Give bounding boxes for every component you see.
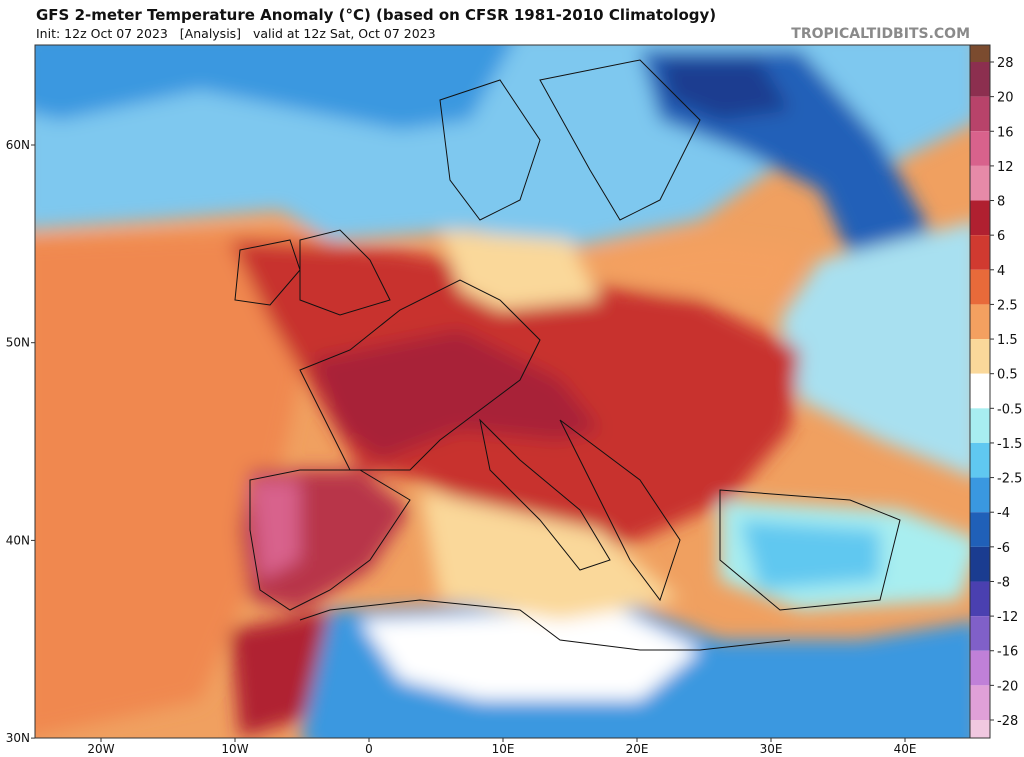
colorbar: 28 20 16 12 8 6 4 2.5 1.5 0.5 -0.5 -1.5 -2.5 -4 -6 -8 -1… [969, 44, 1022, 739]
colorbar-label: -2.5 [997, 472, 1022, 487]
colorbar-segment [970, 96, 990, 132]
colorbar-segment [970, 373, 990, 409]
colorbar-label: 1.5 [997, 333, 1018, 348]
colorbar-segment [970, 581, 990, 617]
colorbar-label: 2.5 [997, 298, 1018, 313]
colorbar-segment [970, 131, 990, 166]
colorbar-segment [970, 62, 990, 97]
watermark: TROPICALTIDBITS.COM [791, 26, 970, 42]
colorbar-label: 28 [997, 56, 1014, 71]
colorbar-segment [970, 442, 990, 478]
lat-labels: 60N 50N 40N 30N [6, 138, 35, 745]
colorbar-label: 4 [997, 264, 1005, 279]
lon-labels: 20W 10W 0 10E 20E 30E 40E [87, 738, 916, 756]
lat-label: 40N [6, 533, 30, 547]
colorbar-segment [970, 512, 990, 547]
colorbar-segment [970, 546, 990, 582]
colorbar-segment [970, 685, 990, 720]
colorbar-segment [970, 408, 990, 443]
colorbar-label: -1.5 [997, 437, 1022, 452]
colorbar-label: 12 [997, 160, 1014, 175]
colorbar-label: -4 [997, 506, 1010, 521]
lat-label: 30N [6, 731, 30, 745]
colorbar-segment [970, 616, 990, 651]
anomaly-field [35, 45, 970, 738]
coastlines [234, 59, 901, 651]
colorbar-label: 6 [997, 229, 1005, 244]
lon-label: 30E [760, 742, 783, 756]
colorbar-segment [970, 720, 990, 738]
colorbar-segment [970, 650, 990, 686]
lon-label: 20W [87, 742, 114, 756]
colorbar-label: -6 [997, 541, 1010, 556]
lon-label: 10E [492, 742, 515, 756]
colorbar-label: -20 [997, 679, 1018, 694]
colorbar-segment [970, 165, 990, 201]
colorbar-label: -8 [997, 575, 1010, 590]
colorbar-frame [969, 44, 991, 739]
colorbar-label: -12 [997, 610, 1018, 625]
title: GFS 2-meter Temperature Anomaly (°C) (ba… [36, 6, 716, 24]
colorbar-segment [970, 235, 990, 270]
colorbar-segment [970, 45, 990, 62]
colorbar-label: -0.5 [997, 402, 1022, 417]
lon-label: 10W [221, 742, 248, 756]
lon-label: 40E [894, 742, 917, 756]
colorbar-segment [970, 477, 990, 513]
lon-label: 20E [626, 742, 649, 756]
subtitle: Init: 12z Oct 07 2023 [Analysis] valid a… [36, 26, 436, 41]
colorbar-label: -16 [997, 645, 1018, 660]
lat-label: 60N [6, 138, 30, 152]
colorbar-label: 16 [997, 125, 1014, 140]
colorbar-label: 0.5 [997, 368, 1018, 383]
colorbar-segment [970, 339, 990, 374]
colorbar-label: 20 [997, 91, 1014, 106]
lon-label: 0 [365, 742, 373, 756]
colorbar-label: 8 [997, 195, 1005, 210]
colorbar-segment [970, 200, 990, 236]
colorbar-label: -28 [997, 714, 1018, 729]
colorbar-segment [970, 269, 990, 305]
lat-label: 50N [6, 336, 30, 350]
colorbar-segment [970, 304, 990, 340]
